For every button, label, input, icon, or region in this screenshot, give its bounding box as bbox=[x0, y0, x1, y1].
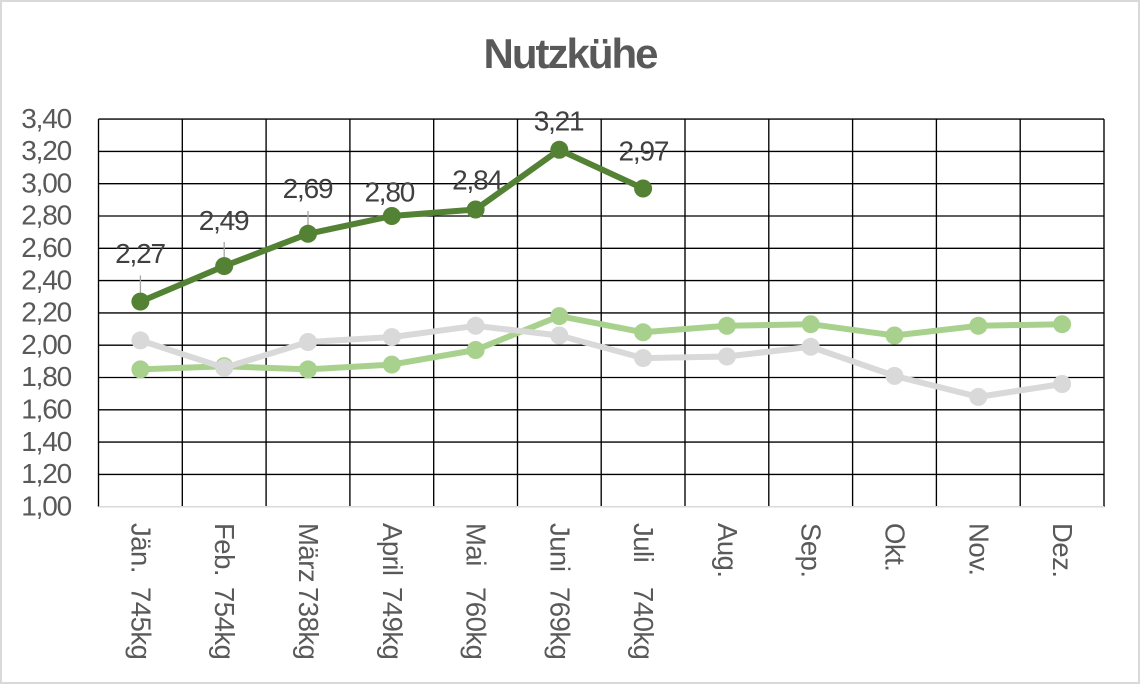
svg-text:Sep.: Sep. bbox=[796, 523, 827, 578]
svg-text:2,80: 2,80 bbox=[21, 200, 71, 231]
svg-text:Aug.: Aug. bbox=[712, 523, 743, 578]
svg-text:3,21: 3,21 bbox=[534, 106, 584, 137]
svg-text:Okt.: Okt. bbox=[880, 523, 911, 571]
svg-text:2,84: 2,84 bbox=[452, 165, 502, 196]
svg-text:2,20: 2,20 bbox=[21, 297, 71, 328]
svg-text:2,49: 2,49 bbox=[199, 205, 249, 236]
svg-text:Juni769kg: Juni769kg bbox=[544, 523, 575, 659]
svg-text:April749kg: April749kg bbox=[377, 523, 408, 659]
svg-text:Jän.745kg: Jän.745kg bbox=[125, 523, 156, 659]
svg-text:Nov.: Nov. bbox=[963, 523, 994, 576]
svg-text:Nutzkühe: Nutzkühe bbox=[484, 30, 658, 77]
svg-text:2,97: 2,97 bbox=[619, 136, 669, 167]
svg-text:2,27: 2,27 bbox=[115, 238, 165, 269]
svg-text:3,40: 3,40 bbox=[21, 103, 71, 134]
svg-text:3,20: 3,20 bbox=[21, 135, 71, 166]
svg-text:Dez.: Dez. bbox=[1047, 523, 1078, 578]
svg-text:2,00: 2,00 bbox=[21, 329, 71, 360]
svg-text:Mai760kg: Mai760kg bbox=[461, 523, 492, 659]
svg-text:2,80: 2,80 bbox=[364, 177, 414, 208]
svg-text:1,20: 1,20 bbox=[21, 458, 71, 489]
svg-text:3,00: 3,00 bbox=[21, 167, 71, 198]
svg-text:2,40: 2,40 bbox=[21, 264, 71, 295]
svg-text:März738kg: März738kg bbox=[293, 523, 324, 659]
svg-text:1,00: 1,00 bbox=[21, 490, 71, 521]
svg-text:1,80: 1,80 bbox=[21, 361, 71, 392]
svg-text:2,60: 2,60 bbox=[21, 232, 71, 263]
svg-text:Feb.754kg: Feb.754kg bbox=[209, 523, 240, 659]
svg-text:2,69: 2,69 bbox=[283, 173, 333, 204]
svg-text:1,40: 1,40 bbox=[21, 426, 71, 457]
svg-text:1,60: 1,60 bbox=[21, 394, 71, 425]
svg-text:Juli740kg: Juli740kg bbox=[628, 523, 659, 659]
